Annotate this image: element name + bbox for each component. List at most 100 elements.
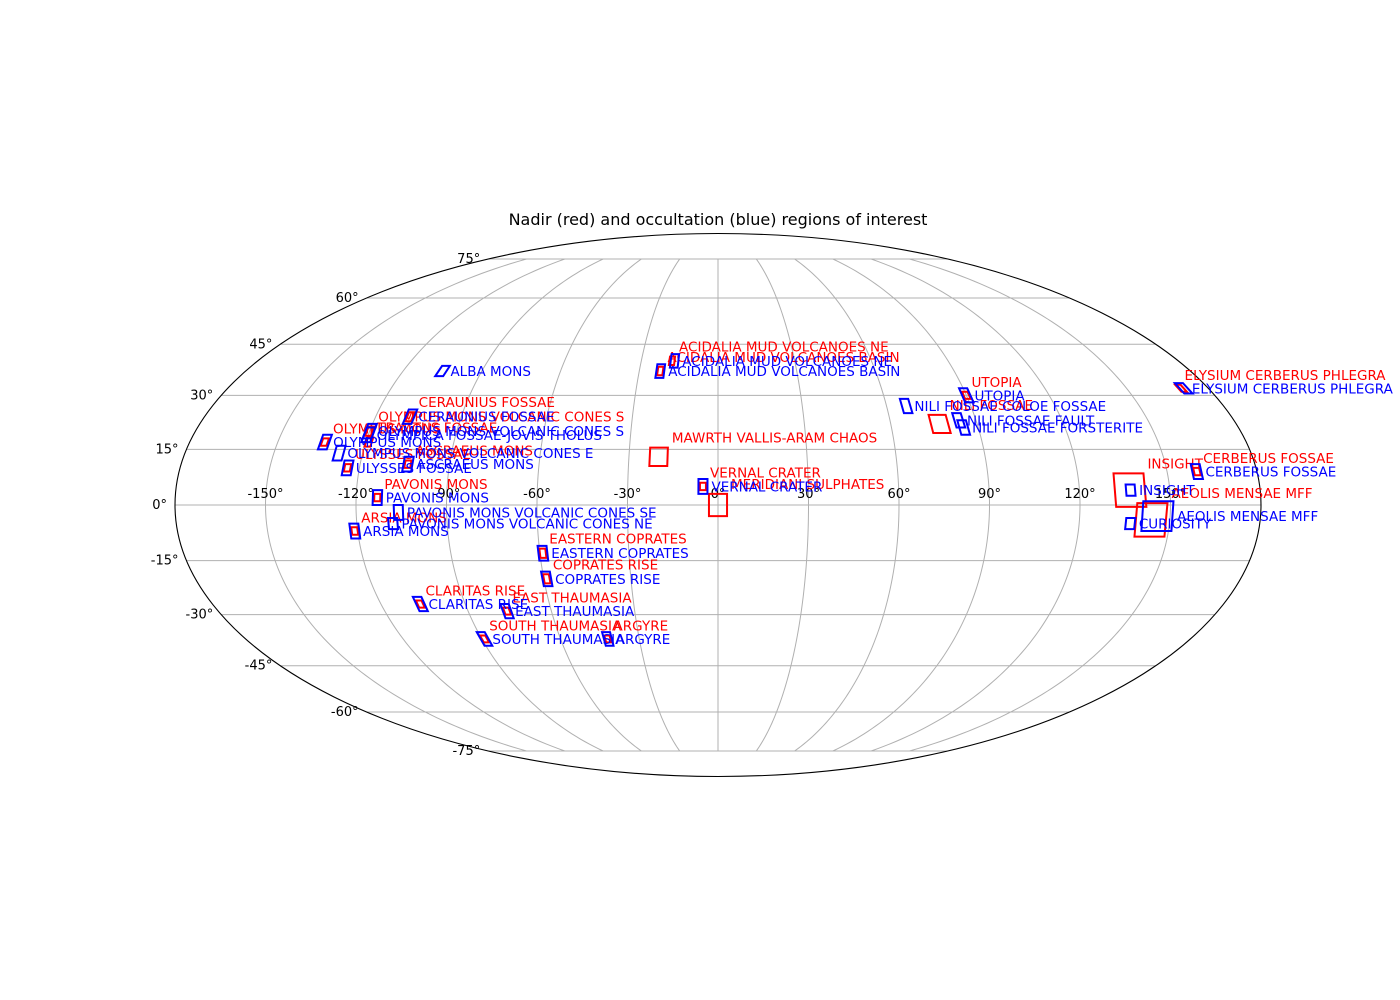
occultation-region (371, 489, 384, 506)
occultation-label: PAVONIS MONS VOLCANIC CONES SE (407, 505, 657, 521)
nadir-region (648, 446, 669, 468)
occultation-region (950, 412, 967, 429)
nadir-label: OLYMPUS MONS VOLCANIC CONES S (378, 410, 624, 426)
nadir-label: INSIGHT (1147, 456, 1203, 472)
occultation-region (400, 455, 415, 473)
occultation-label: UTOPIA (974, 388, 1025, 404)
nadir-label: MAWRTH VALLIS-ARAM CHAOS (672, 431, 877, 447)
occultation-label: ARSIA MONS (363, 524, 449, 540)
nadir-label: ACIDALIA MUD VOLCANOES NE (679, 340, 889, 356)
occultation-label: COPRATES RISE (555, 572, 660, 588)
nadir-region (414, 599, 427, 609)
occultation-region (475, 631, 494, 647)
nadir-label: ARGYRE (614, 619, 669, 635)
nadir-region (538, 547, 548, 559)
nadir-label: CLARITAS RISE (425, 583, 525, 599)
occultation-region (392, 504, 405, 521)
nadir-series: ACIDALIA MUD VOLCANOES NE ACIDALIA MUD VO… (319, 340, 1386, 644)
occultation-region (956, 419, 972, 436)
occultation-region (668, 353, 681, 369)
occultation-label: PAVONIS MONS (386, 491, 489, 507)
y-tick-label: -75° (452, 744, 480, 759)
y-tick-label: -45° (245, 659, 273, 674)
nadir-region (960, 390, 973, 400)
occultation-label: CURIOSITY (1139, 517, 1212, 533)
y-tick-label: 15° (155, 442, 178, 457)
y-tick-label: 30° (190, 388, 213, 403)
nadir-label: COPRATES RISE (553, 557, 658, 573)
occultation-label: OLYMPUS MONS VOLCANIC CONES S (378, 424, 624, 440)
graticule (175, 258, 1261, 752)
occultation-region (697, 477, 709, 495)
occultation-region (411, 595, 430, 613)
y-tick-label: 60° (336, 291, 359, 306)
occultation-label: SOUTH THAUMASIA (492, 632, 625, 648)
nadir-label: VERNAL CRATER (710, 466, 821, 482)
nadir-region (655, 365, 665, 377)
occultation-label: OLYMPUS MONS (333, 435, 441, 451)
nadir-region (501, 606, 513, 616)
occultation-label: VERNAL CRATER (711, 479, 822, 495)
occultation-region (1189, 463, 1205, 480)
x-tick-label: 30° (797, 487, 820, 502)
nadir-label: AEOLIS MENSAE MFF (1171, 486, 1312, 502)
x-tick-label: -60° (523, 487, 551, 502)
x-tick-label: -150° (247, 487, 283, 502)
occultation-region (331, 444, 347, 462)
x-tick-label: 150° (1155, 487, 1186, 502)
occultation-label: ELYSIUM CERBERUS PHLEGRA (1192, 381, 1394, 397)
y-tick-label: -60° (331, 705, 359, 720)
occultation-region (433, 364, 452, 378)
occultation-label: AEOLIS MENSAE MFF (1177, 509, 1318, 525)
y-tick-label: -15° (151, 554, 179, 569)
tick-labels: -150° -120° -90° -60° -30° 0° 30° 60° 90° 120° 150… (151, 252, 1186, 759)
occultation-label: CERBERUS FOSSAE (1205, 465, 1336, 481)
map-outline (174, 232, 1262, 778)
nadir-region (698, 481, 707, 492)
nadir-region (342, 463, 353, 473)
occultation-region (600, 631, 615, 647)
nadir-label: PAVONIS MONS (384, 477, 487, 493)
x-tick-label: 120° (1064, 487, 1095, 502)
occultation-label: PAVONIS MONS VOLCANIC CONES NE (401, 517, 652, 533)
occultation-region (1140, 500, 1175, 533)
nadir-label: SOUTH THAUMASIA (489, 619, 622, 635)
x-tick-label: 60° (887, 487, 910, 502)
occultation-region (386, 517, 400, 531)
nadir-region (403, 411, 417, 423)
occultation-label: NILI FOSSAE FAULT (967, 413, 1095, 429)
y-tick-label: 0° (152, 498, 167, 513)
nadir-region (319, 437, 331, 447)
nadir-label: ASCRAEUS MONS (415, 443, 533, 459)
occultation-label: ALBA MONS (450, 364, 531, 380)
occultation-label: NILI FOSSAE FORSTERITE (972, 421, 1143, 437)
nadir-label: OLYMPUS MONS (333, 421, 441, 437)
occultation-label: INSIGHT (1139, 483, 1195, 499)
occultation-region (498, 603, 516, 620)
occultation-label: ULYSSES FOSSAE (356, 461, 472, 477)
occultation-region (957, 387, 976, 404)
y-tick-label: 75° (457, 252, 480, 267)
occultation-label: EAST THAUMASIA (515, 604, 635, 620)
nadir-region (602, 634, 613, 644)
occultation-label: OLYMPICA FOSSAE-JOVIS THOLUS (377, 428, 602, 444)
occultation-label: ACIDALIA MUD VOLCANOES BASIN (668, 364, 900, 380)
occultation-region (1124, 483, 1137, 497)
nadir-region (350, 526, 360, 536)
nadir-label: EAST THAUMASIA (513, 591, 633, 607)
nadir-region (403, 459, 413, 469)
occultation-region (360, 426, 377, 444)
nadir-region (541, 573, 552, 585)
x-tick-label: -120° (338, 487, 374, 502)
occultation-region (539, 570, 554, 588)
nadir-label: EASTERN COPRATES (549, 532, 686, 548)
occultation-region (536, 544, 550, 562)
nadir-label: CERBERUS FOSSAE (1203, 451, 1334, 467)
x-tick-label: 90° (978, 487, 1001, 502)
nadir-label: MERIDIANI SULPHATES (731, 477, 884, 493)
nadir-label: CERAUNIUS FOSSAE (419, 395, 555, 411)
nadir-region (373, 492, 382, 503)
y-tick-label: 45° (249, 337, 272, 352)
nadir-region (667, 355, 677, 367)
